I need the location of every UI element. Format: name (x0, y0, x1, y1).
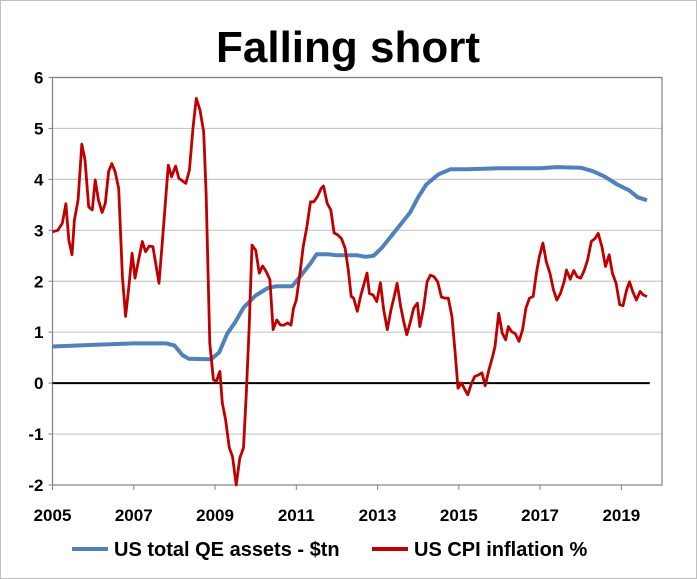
y-tick-label: 1 (34, 323, 43, 342)
x-tick-label: 2005 (34, 506, 72, 525)
y-tick-label: 3 (34, 221, 43, 240)
x-tick-label: 2009 (196, 506, 234, 525)
x-tick-label: 2017 (521, 506, 559, 525)
y-tick-label: -1 (28, 425, 43, 444)
legend-label: US total QE assets - $tn (114, 539, 340, 561)
legend-label: US CPI inflation % (414, 539, 588, 561)
x-tick-label: 2011 (278, 506, 315, 525)
x-tick-label: 2013 (359, 506, 397, 525)
qe-assets-line (52, 165, 648, 362)
y-tick-label: 2 (34, 272, 43, 291)
cpi-inflation-line (52, 97, 648, 487)
y-tick-label: 4 (34, 170, 44, 189)
y-tick-label: 0 (34, 374, 43, 393)
y-tick-label: 6 (34, 69, 43, 88)
plot-area-border (51, 76, 663, 486)
y-tick-label: -2 (28, 476, 43, 495)
x-tick-label: 2015 (440, 506, 478, 525)
x-tick-label: 2019 (602, 506, 640, 525)
x-tick-label: 2007 (115, 506, 153, 525)
chart-title: Falling short (216, 23, 480, 72)
y-tick-label: 5 (34, 119, 43, 138)
